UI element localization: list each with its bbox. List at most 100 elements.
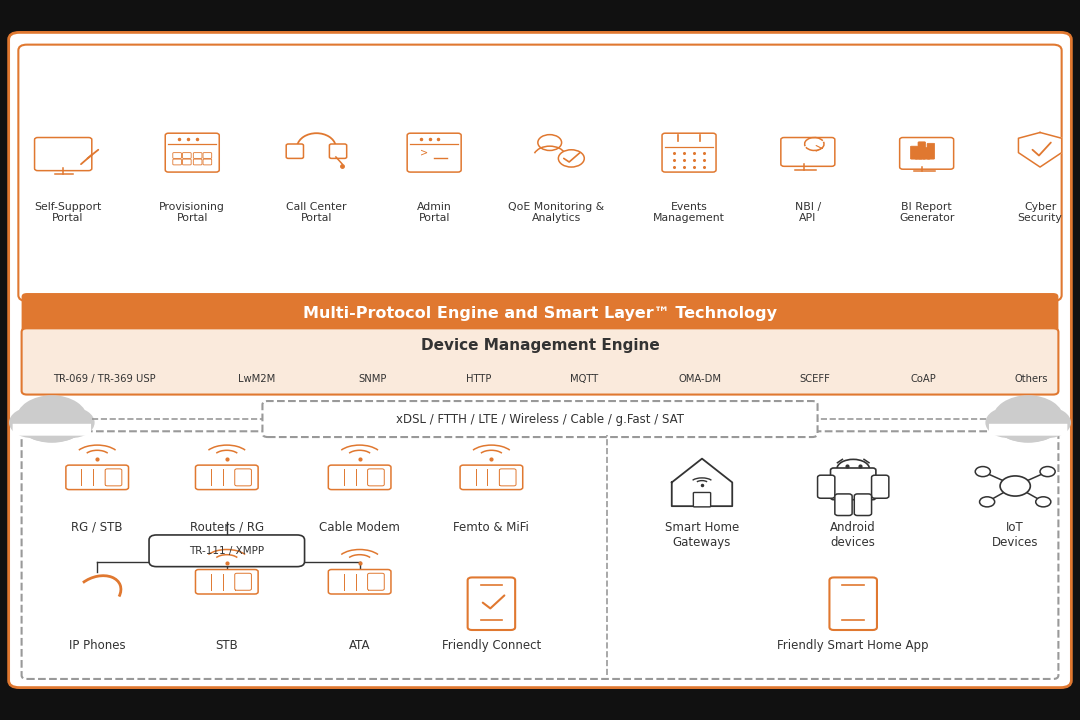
Circle shape bbox=[980, 497, 995, 507]
FancyBboxPatch shape bbox=[203, 159, 212, 165]
Text: IP Phones: IP Phones bbox=[69, 639, 125, 652]
Circle shape bbox=[558, 150, 584, 167]
Polygon shape bbox=[1018, 132, 1062, 167]
Text: SNMP: SNMP bbox=[359, 374, 387, 384]
Text: Device Management Engine: Device Management Engine bbox=[420, 338, 660, 353]
FancyBboxPatch shape bbox=[18, 45, 1062, 301]
Circle shape bbox=[1000, 476, 1030, 496]
Text: RG / STB: RG / STB bbox=[71, 521, 123, 534]
FancyBboxPatch shape bbox=[922, 148, 930, 159]
FancyBboxPatch shape bbox=[262, 401, 818, 437]
Circle shape bbox=[9, 408, 55, 438]
Text: Femto & MiFi: Femto & MiFi bbox=[454, 521, 529, 534]
FancyBboxPatch shape bbox=[9, 32, 1071, 688]
Circle shape bbox=[1025, 408, 1071, 438]
FancyBboxPatch shape bbox=[35, 138, 92, 171]
Circle shape bbox=[985, 408, 1031, 438]
FancyBboxPatch shape bbox=[149, 535, 305, 567]
FancyBboxPatch shape bbox=[818, 475, 835, 498]
Text: Admin
Portal: Admin Portal bbox=[417, 202, 451, 223]
FancyBboxPatch shape bbox=[367, 469, 384, 486]
FancyBboxPatch shape bbox=[831, 468, 876, 500]
FancyBboxPatch shape bbox=[195, 465, 258, 490]
Circle shape bbox=[1036, 497, 1051, 507]
Circle shape bbox=[538, 135, 562, 150]
FancyBboxPatch shape bbox=[854, 494, 872, 516]
Text: Multi-Protocol Engine and Smart Layer™ Technology: Multi-Protocol Engine and Smart Layer™ T… bbox=[303, 307, 777, 321]
Text: BI Report
Generator: BI Report Generator bbox=[899, 202, 955, 223]
FancyBboxPatch shape bbox=[286, 144, 303, 158]
Text: STB: STB bbox=[215, 639, 239, 652]
FancyBboxPatch shape bbox=[203, 153, 212, 158]
Text: Events
Management: Events Management bbox=[653, 202, 725, 223]
FancyBboxPatch shape bbox=[367, 573, 384, 590]
FancyBboxPatch shape bbox=[407, 133, 461, 172]
FancyBboxPatch shape bbox=[835, 494, 852, 516]
Text: CoAP: CoAP bbox=[910, 374, 936, 384]
Text: NBI /
API: NBI / API bbox=[795, 202, 821, 223]
Text: Friendly Smart Home App: Friendly Smart Home App bbox=[778, 639, 929, 652]
FancyBboxPatch shape bbox=[468, 577, 515, 630]
Circle shape bbox=[993, 395, 1064, 443]
Circle shape bbox=[1017, 415, 1056, 441]
FancyBboxPatch shape bbox=[22, 431, 1058, 679]
FancyBboxPatch shape bbox=[193, 153, 202, 158]
Text: TR-069 / TR-369 USP: TR-069 / TR-369 USP bbox=[53, 374, 157, 384]
Text: Friendly Connect: Friendly Connect bbox=[442, 639, 541, 652]
FancyBboxPatch shape bbox=[183, 153, 191, 158]
FancyBboxPatch shape bbox=[173, 153, 181, 158]
FancyBboxPatch shape bbox=[910, 146, 918, 159]
Circle shape bbox=[975, 467, 990, 477]
Circle shape bbox=[1040, 467, 1055, 477]
FancyBboxPatch shape bbox=[460, 465, 523, 490]
Text: SCEFF: SCEFF bbox=[799, 374, 829, 384]
Text: IoT
Devices: IoT Devices bbox=[991, 521, 1039, 549]
FancyBboxPatch shape bbox=[329, 144, 347, 158]
FancyBboxPatch shape bbox=[165, 133, 219, 172]
FancyBboxPatch shape bbox=[872, 475, 889, 498]
Text: ATA: ATA bbox=[349, 639, 370, 652]
Circle shape bbox=[41, 415, 80, 441]
FancyBboxPatch shape bbox=[66, 465, 129, 490]
Text: Cyber
Security: Cyber Security bbox=[1017, 202, 1063, 223]
Text: >: > bbox=[420, 148, 429, 158]
FancyBboxPatch shape bbox=[183, 159, 191, 165]
FancyBboxPatch shape bbox=[22, 293, 1058, 335]
FancyBboxPatch shape bbox=[662, 133, 716, 172]
FancyBboxPatch shape bbox=[22, 328, 1058, 395]
FancyBboxPatch shape bbox=[234, 469, 252, 486]
Text: Provisioning
Portal: Provisioning Portal bbox=[160, 202, 225, 223]
FancyBboxPatch shape bbox=[693, 492, 711, 507]
Circle shape bbox=[49, 408, 95, 438]
Text: HTTP: HTTP bbox=[465, 374, 491, 384]
FancyBboxPatch shape bbox=[328, 465, 391, 490]
FancyBboxPatch shape bbox=[234, 573, 252, 590]
Text: LwM2M: LwM2M bbox=[239, 374, 275, 384]
Text: MQTT: MQTT bbox=[570, 374, 598, 384]
Text: Others: Others bbox=[1014, 374, 1049, 384]
FancyBboxPatch shape bbox=[193, 159, 202, 165]
Text: Self-Support
Portal: Self-Support Portal bbox=[35, 202, 102, 223]
Text: Routers / RG: Routers / RG bbox=[190, 521, 264, 534]
Text: Cable Modem: Cable Modem bbox=[320, 521, 400, 534]
FancyBboxPatch shape bbox=[173, 159, 181, 165]
Text: OMA-DM: OMA-DM bbox=[678, 374, 721, 384]
Text: QoE Monitoring &
Analytics: QoE Monitoring & Analytics bbox=[508, 202, 605, 223]
Text: TR-111 / XMPP: TR-111 / XMPP bbox=[189, 546, 265, 556]
FancyBboxPatch shape bbox=[915, 150, 922, 159]
FancyBboxPatch shape bbox=[105, 469, 122, 486]
FancyBboxPatch shape bbox=[195, 570, 258, 594]
Circle shape bbox=[16, 395, 87, 443]
Text: Call Center
Portal: Call Center Portal bbox=[286, 202, 347, 223]
FancyBboxPatch shape bbox=[781, 138, 835, 166]
Text: xDSL / FTTH / LTE / Wireless / Cable / g.Fast / SAT: xDSL / FTTH / LTE / Wireless / Cable / g… bbox=[396, 413, 684, 426]
FancyBboxPatch shape bbox=[499, 469, 516, 486]
FancyBboxPatch shape bbox=[989, 424, 1067, 436]
Text: Smart Home
Gateways: Smart Home Gateways bbox=[665, 521, 739, 549]
FancyBboxPatch shape bbox=[927, 143, 934, 159]
FancyBboxPatch shape bbox=[13, 424, 91, 436]
Polygon shape bbox=[672, 459, 732, 482]
FancyBboxPatch shape bbox=[829, 577, 877, 630]
Circle shape bbox=[1000, 415, 1039, 441]
Circle shape bbox=[24, 415, 63, 441]
